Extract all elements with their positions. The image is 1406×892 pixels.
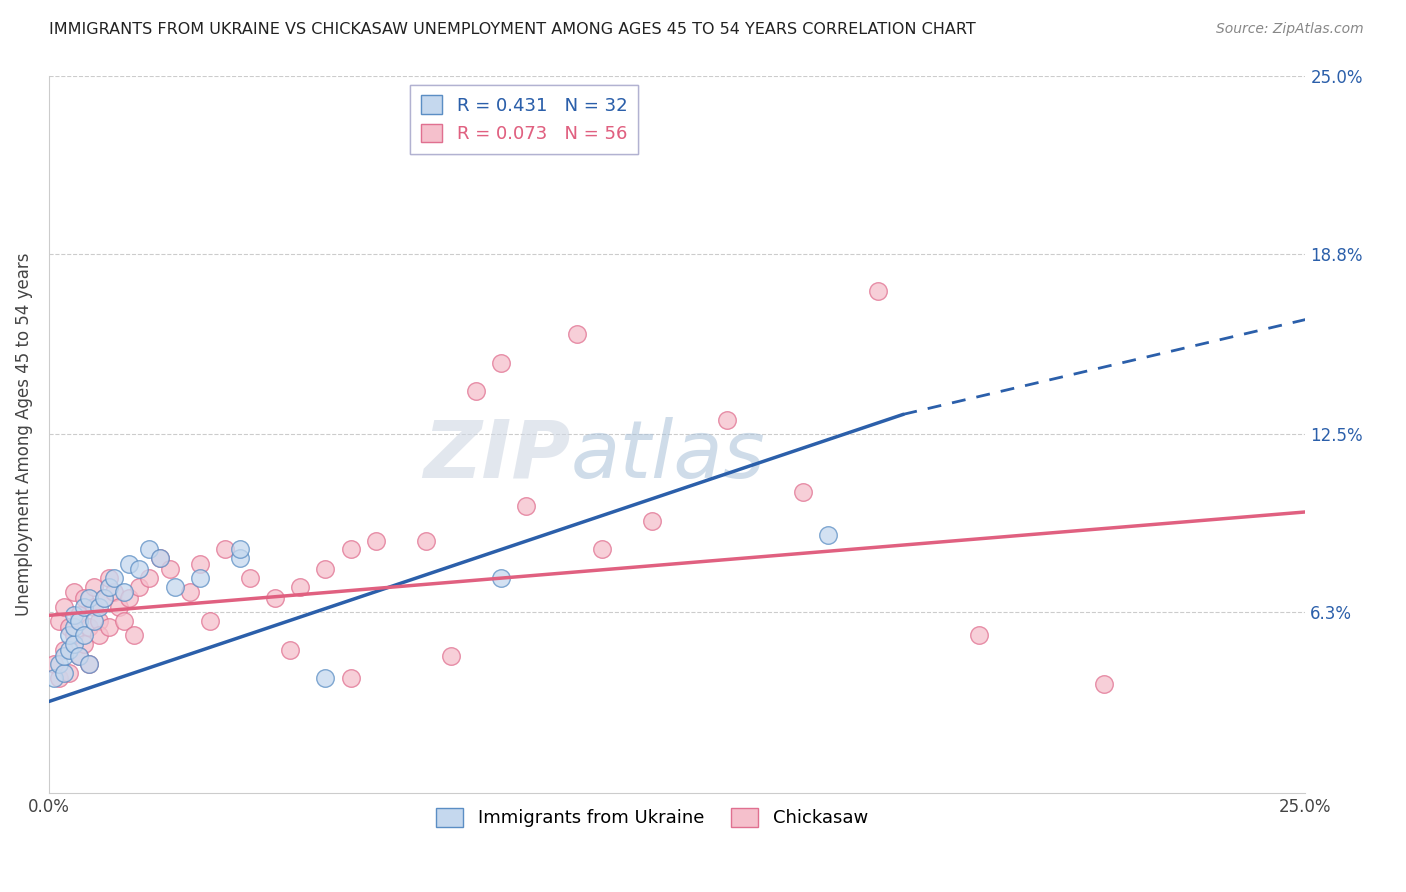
Point (67, 614, 90, 628)
Point (67, 648, 90, 663)
Point (491, 571, 513, 585)
Point (83, 599, 105, 614)
Point (98, 571, 121, 585)
Point (967, 628, 990, 642)
Point (239, 571, 262, 585)
Point (73, 599, 96, 614)
Point (42, 657, 65, 672)
Point (83, 614, 105, 628)
Point (159, 562, 181, 576)
Point (515, 500, 537, 514)
Point (128, 580, 150, 594)
Point (58, 628, 80, 642)
Point (1092, 677, 1115, 691)
Text: Source: ZipAtlas.com: Source: ZipAtlas.com (1216, 22, 1364, 37)
Point (339, 672, 361, 686)
Point (264, 591, 287, 606)
Point (118, 591, 141, 606)
Point (77, 620, 100, 634)
Point (440, 648, 463, 663)
Point (67, 608, 90, 623)
Point (58, 620, 80, 634)
Point (73, 637, 96, 651)
Point (73, 591, 96, 606)
Point (148, 550, 170, 565)
Point (48, 672, 70, 686)
Point (89, 614, 111, 628)
Point (465, 384, 488, 399)
Point (53, 648, 76, 663)
Point (63, 628, 86, 642)
Point (138, 571, 160, 585)
Point (591, 542, 613, 557)
Point (89, 599, 111, 614)
Point (48, 614, 70, 628)
Point (63, 620, 86, 634)
Point (188, 557, 211, 571)
Point (179, 585, 201, 599)
Point (188, 571, 211, 585)
Point (98, 580, 121, 594)
Point (48, 657, 70, 672)
Point (42, 672, 65, 686)
Text: atlas: atlas (571, 417, 765, 495)
Point (868, 284, 890, 298)
Point (58, 665, 80, 680)
Point (565, 326, 588, 341)
Point (278, 642, 301, 657)
Point (58, 642, 80, 657)
Point (77, 657, 100, 672)
Point (112, 585, 135, 599)
Point (53, 642, 76, 657)
Point (339, 542, 361, 557)
Point (198, 614, 221, 628)
Point (93, 591, 115, 606)
Point (77, 591, 100, 606)
Point (77, 657, 100, 672)
Point (364, 533, 387, 548)
Point (792, 484, 814, 499)
Point (124, 628, 146, 642)
Point (103, 585, 125, 599)
Point (314, 562, 336, 576)
Text: IMMIGRANTS FROM UKRAINE VS CHICKASAW UNEMPLOYMENT AMONG AGES 45 TO 54 YEARS CORR: IMMIGRANTS FROM UKRAINE VS CHICKASAW UNE… (49, 22, 976, 37)
Point (716, 413, 738, 427)
Point (128, 562, 150, 576)
Point (641, 514, 664, 528)
Point (314, 672, 336, 686)
Point (63, 585, 86, 599)
Point (73, 628, 96, 642)
Point (491, 356, 513, 370)
Point (63, 608, 86, 623)
Point (229, 550, 252, 565)
Point (89, 628, 111, 642)
Text: ZIP: ZIP (423, 417, 571, 495)
Point (138, 542, 160, 557)
Point (67, 648, 90, 663)
Point (290, 580, 312, 594)
Point (112, 614, 135, 628)
Point (83, 580, 105, 594)
Point (229, 542, 252, 557)
Point (817, 528, 839, 542)
Point (53, 665, 76, 680)
Point (148, 550, 170, 565)
Point (93, 591, 115, 606)
Point (118, 557, 141, 571)
Point (103, 571, 125, 585)
Point (53, 599, 76, 614)
Point (108, 599, 131, 614)
Point (63, 637, 86, 651)
Point (415, 533, 437, 548)
Point (98, 620, 121, 634)
Y-axis label: Unemployment Among Ages 45 to 54 years: Unemployment Among Ages 45 to 54 years (15, 252, 32, 616)
Legend: Immigrants from Ukraine, Chickasaw: Immigrants from Ukraine, Chickasaw (429, 801, 875, 835)
Point (163, 580, 186, 594)
Point (214, 542, 236, 557)
